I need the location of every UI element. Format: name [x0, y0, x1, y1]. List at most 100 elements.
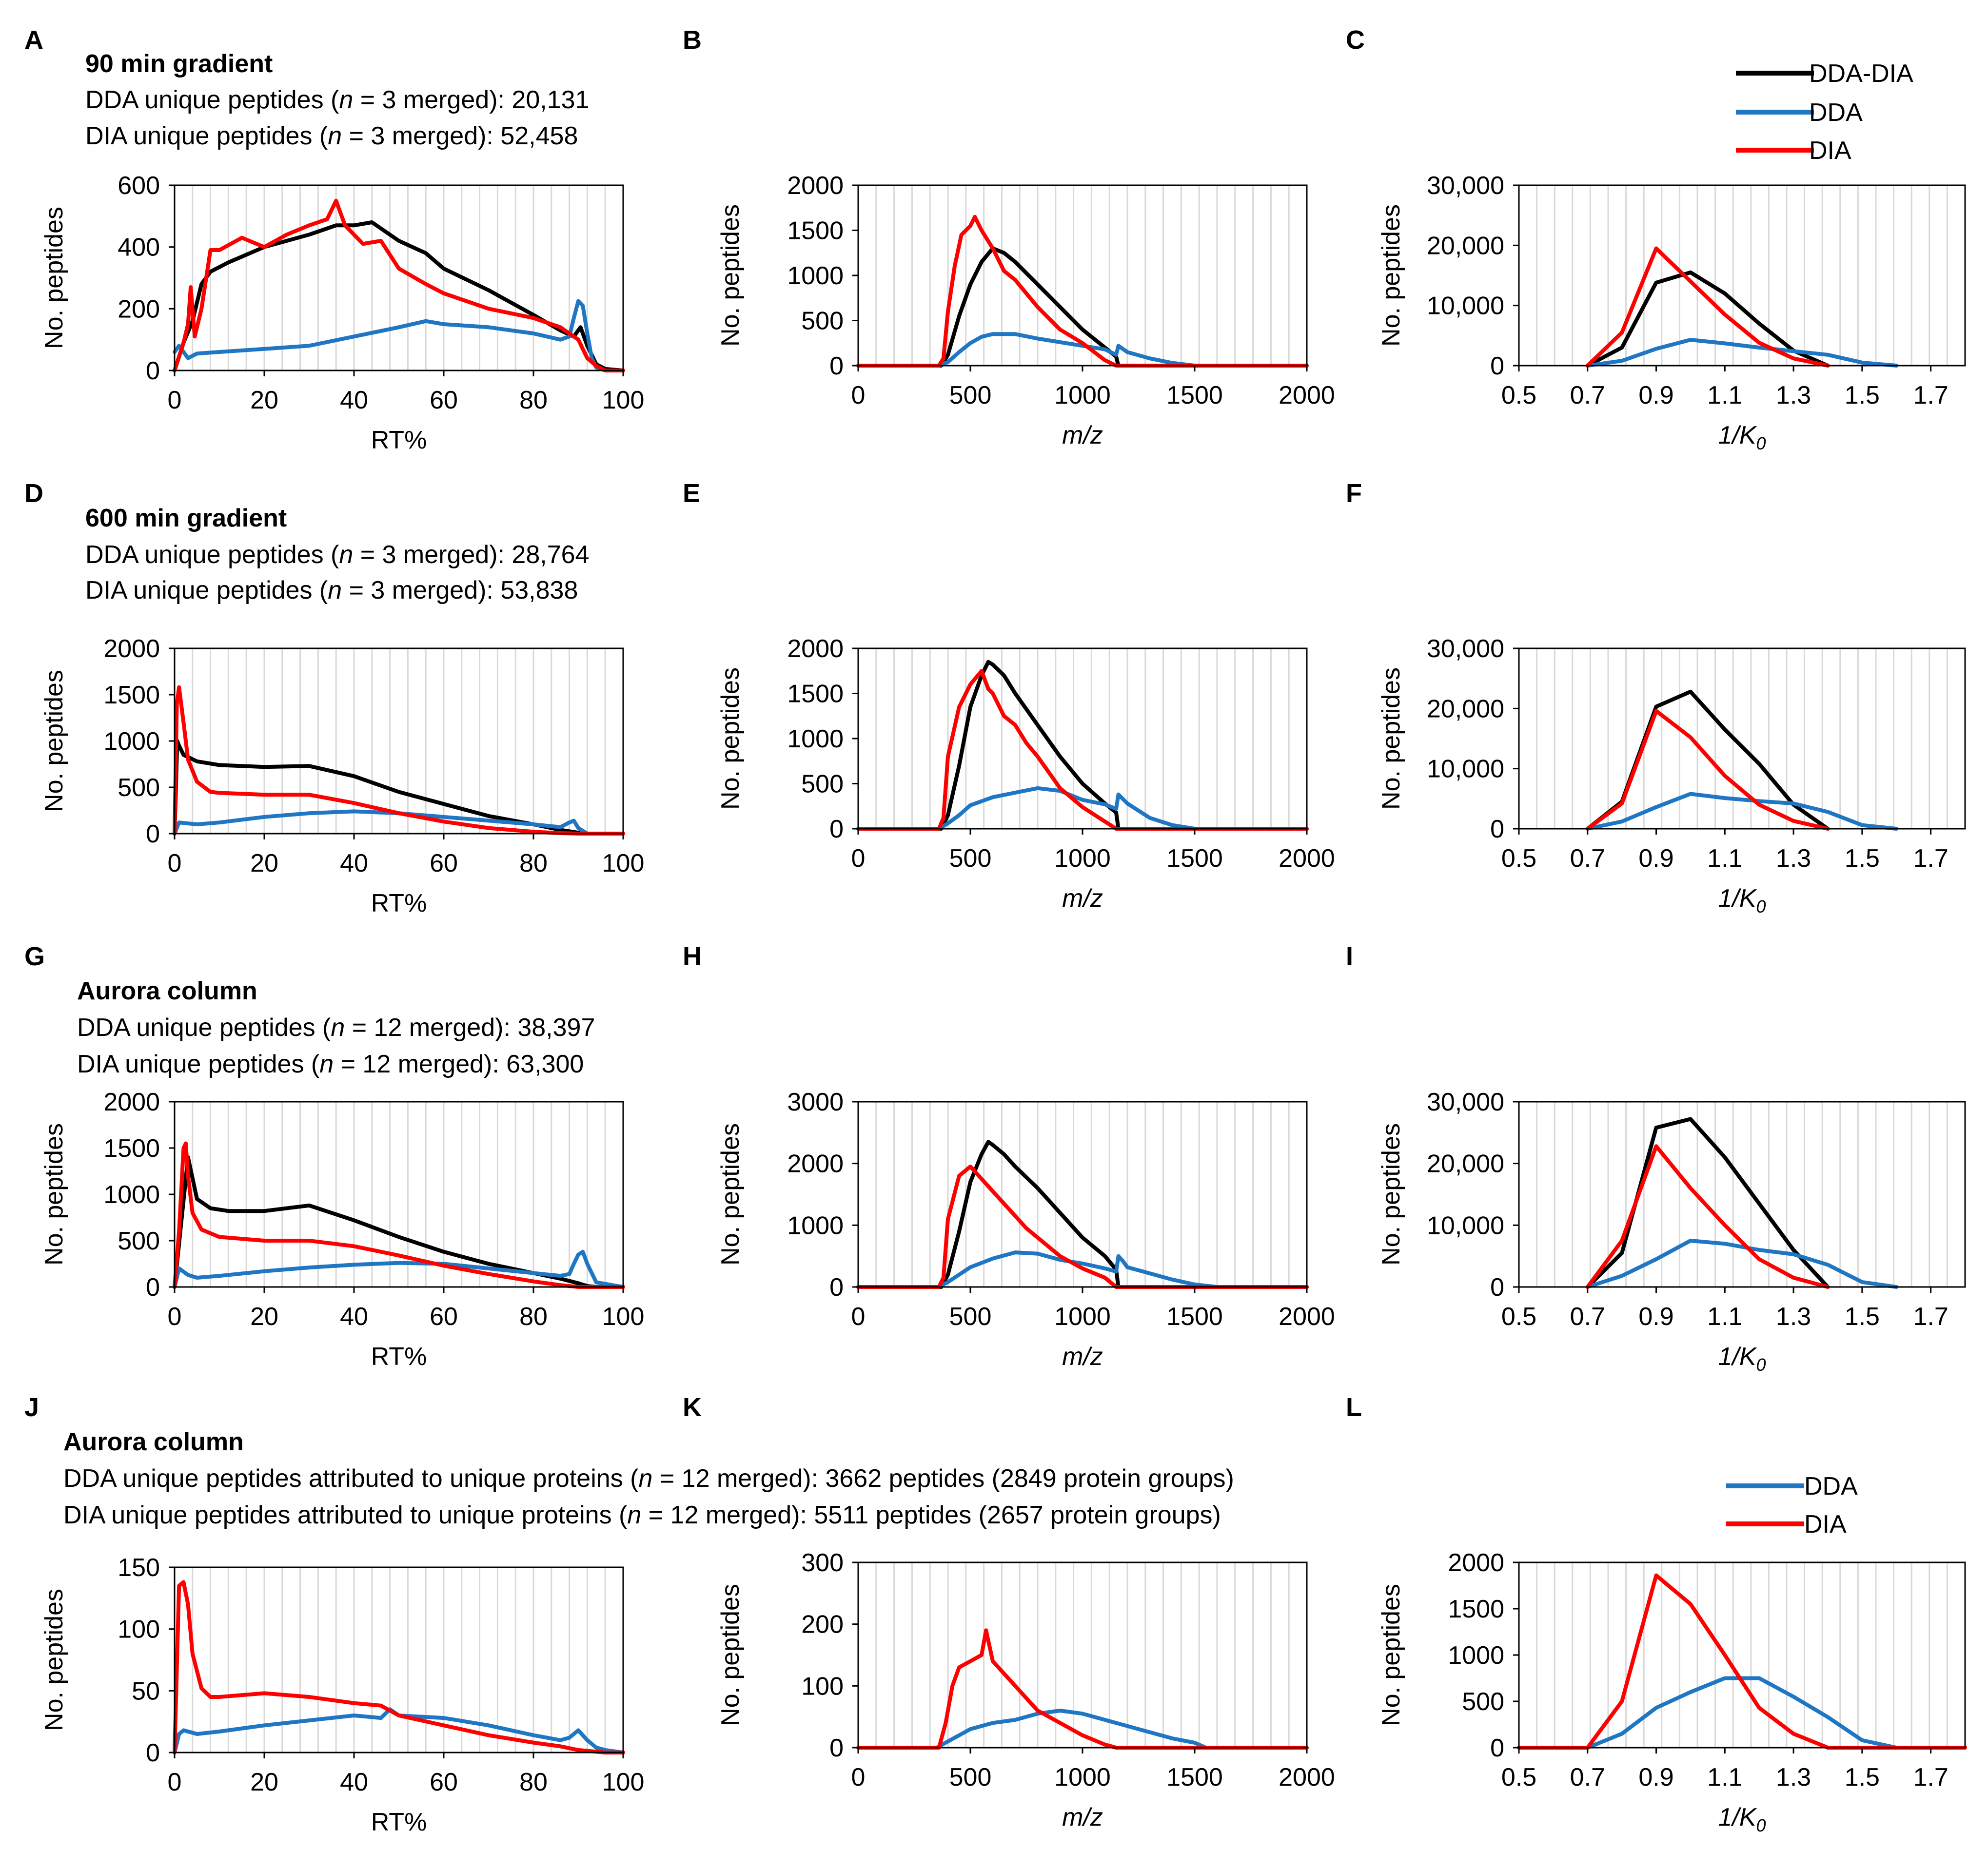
legend-label: DDA — [1804, 1472, 1858, 1500]
y-tick-label: 1000 — [787, 1211, 844, 1240]
y-tick-label: 0 — [1490, 1734, 1504, 1762]
panel-label-c: C — [1346, 25, 1365, 55]
x-axis-label: m/z — [1062, 1343, 1103, 1371]
x-tick-label: 0.7 — [1570, 1303, 1605, 1331]
plot-frame — [1518, 184, 1966, 367]
series-line-dda — [856, 1709, 1309, 1750]
x-tick-label: 1.1 — [1707, 1763, 1742, 1792]
y-tick-label: 1500 — [787, 680, 844, 708]
row-title: 90 min gradient — [85, 50, 273, 78]
chart-panel-l: 0.5 0.7 0.9 1.1 1.3 1.5 1.7 0 500 1000 1500 2000 1/K… — [1377, 1549, 1967, 1835]
row-header-3: Aurora column DDA unique peptides (n = 1… — [77, 977, 595, 1078]
x-tick-label: 0.5 — [1501, 1763, 1536, 1792]
y-tick-label: 10,000 — [1427, 755, 1504, 783]
x-tick-label: 0 — [168, 849, 182, 877]
x-tick-label: 1.5 — [1845, 381, 1880, 409]
y-tick-label: 2000 — [787, 635, 844, 663]
y-tick-label: 2000 — [787, 1150, 844, 1178]
panel-label-l: L — [1346, 1393, 1362, 1422]
y-tick-label: 2000 — [1448, 1549, 1504, 1577]
row-header-1: 90 min gradient DDA unique peptides (n =… — [85, 50, 589, 150]
series-line-dia — [856, 214, 1309, 368]
y-axis-label: No. peptides — [1377, 204, 1405, 347]
y-tick-label: 0 — [829, 352, 844, 380]
x-tick-label: 20 — [250, 849, 278, 877]
panel-label-h: H — [683, 942, 702, 971]
x-tick-label: 1500 — [1166, 1303, 1223, 1331]
y-tick-label: 500 — [801, 770, 844, 799]
row-title: 600 min gradient — [85, 504, 287, 532]
y-axis-label: No. peptides — [1377, 1584, 1405, 1726]
chart-panel-k: 0 500 1000 1500 2000 0 100 200 300 m/z No. peptide… — [716, 1549, 1335, 1832]
y-tick-label: 20,000 — [1427, 232, 1504, 260]
x-tick-label: 1000 — [1054, 1763, 1111, 1792]
chart-panel-e: 0 500 1000 1500 2000 0 500 1000 1500 2000 m/z No. p… — [716, 635, 1335, 913]
x-tick-label: 1.7 — [1913, 1303, 1948, 1331]
x-tick-label: 1000 — [1054, 844, 1111, 873]
y-axis-label: No. peptides — [716, 204, 745, 347]
series-line-dda-dia — [173, 1155, 625, 1289]
y-tick-label: 100 — [801, 1672, 844, 1700]
series-line-dda-dia — [856, 246, 1309, 368]
y-tick-label: 0 — [146, 357, 160, 385]
x-tick-label: 60 — [430, 1768, 458, 1796]
y-tick-label: 2000 — [103, 1088, 160, 1116]
x-tick-label: 0 — [168, 1768, 182, 1796]
chart-panel-i: 0.5 0.7 0.9 1.1 1.3 1.5 1.7 0 10,000 20,000 30,000… — [1377, 1088, 1966, 1375]
y-tick-label: 1000 — [1448, 1641, 1504, 1670]
series-line-dda — [1585, 792, 1899, 831]
x-tick-label: 0.7 — [1570, 1763, 1605, 1792]
y-tick-label: 30,000 — [1427, 1088, 1504, 1116]
series-line-dda — [1585, 1239, 1899, 1289]
chart-panel-j: 0 20 40 60 80 100 0 50 100 150 RT% No. peptides — [40, 1554, 644, 1836]
x-tick-label: 0.5 — [1501, 1303, 1536, 1331]
x-tick-label: 2000 — [1279, 844, 1335, 873]
row-header-2: 600 min gradient DDA unique peptides (n … — [85, 504, 589, 604]
chart-panel-f: 0.5 0.7 0.9 1.1 1.3 1.5 1.7 0 10,000 20,000 30,000… — [1377, 635, 1966, 916]
legend-top: DDA-DIA DDA DIA — [1736, 59, 1913, 165]
y-tick-label: 0 — [1490, 352, 1504, 380]
chart-panel-b: 0 500 1000 1500 2000 0 500 1000 1500 2000 m/z No. p… — [716, 172, 1335, 449]
row-line: DIA unique peptides attributed to unique… — [63, 1501, 1221, 1529]
y-tick-label: 1500 — [103, 1134, 160, 1163]
x-tick-label: 1.7 — [1913, 1763, 1948, 1792]
x-tick-label: 80 — [519, 386, 548, 414]
panel-label-i: I — [1346, 942, 1353, 971]
x-tick-label: 1.1 — [1707, 844, 1742, 873]
x-tick-label: 60 — [430, 849, 458, 877]
legend-bottom: DDA DIA — [1726, 1472, 1858, 1539]
series-line-dia — [856, 1165, 1309, 1289]
x-tick-label: 0 — [168, 1303, 182, 1331]
y-tick-label: 0 — [146, 820, 160, 848]
x-tick-label: 1.3 — [1776, 1763, 1811, 1792]
plot-frame — [174, 184, 624, 371]
y-tick-label: 0 — [146, 1739, 160, 1767]
series-line-dda-dia — [1585, 270, 1830, 368]
x-tick-label: 0.7 — [1570, 381, 1605, 409]
y-tick-label: 0 — [146, 1273, 160, 1302]
y-tick-label: 1000 — [103, 1181, 160, 1209]
series-line-dda-dia — [173, 739, 625, 836]
row-title: Aurora column — [63, 1428, 244, 1456]
x-tick-label: 1.3 — [1776, 1303, 1811, 1331]
y-tick-label: 3000 — [787, 1088, 844, 1116]
x-tick-label: 500 — [949, 1763, 992, 1792]
x-tick-label: 1500 — [1166, 844, 1223, 873]
y-tick-label: 1500 — [787, 217, 844, 245]
y-tick-label: 0 — [1490, 815, 1504, 843]
series-line-dda — [856, 1250, 1309, 1289]
plot-frame — [1518, 647, 1966, 830]
x-tick-label: 2000 — [1279, 381, 1335, 409]
series-line-dia — [1585, 246, 1830, 368]
x-tick-label: 500 — [949, 1303, 992, 1331]
x-tick-label: 500 — [949, 381, 992, 409]
x-tick-label: 1000 — [1054, 1303, 1111, 1331]
panel-label-k: K — [683, 1393, 702, 1422]
y-tick-label: 500 — [118, 1227, 160, 1255]
y-tick-label: 1500 — [103, 681, 160, 709]
x-tick-label: 0 — [851, 844, 866, 873]
plot-frame — [174, 1566, 624, 1754]
x-tick-label: 60 — [430, 1303, 458, 1331]
